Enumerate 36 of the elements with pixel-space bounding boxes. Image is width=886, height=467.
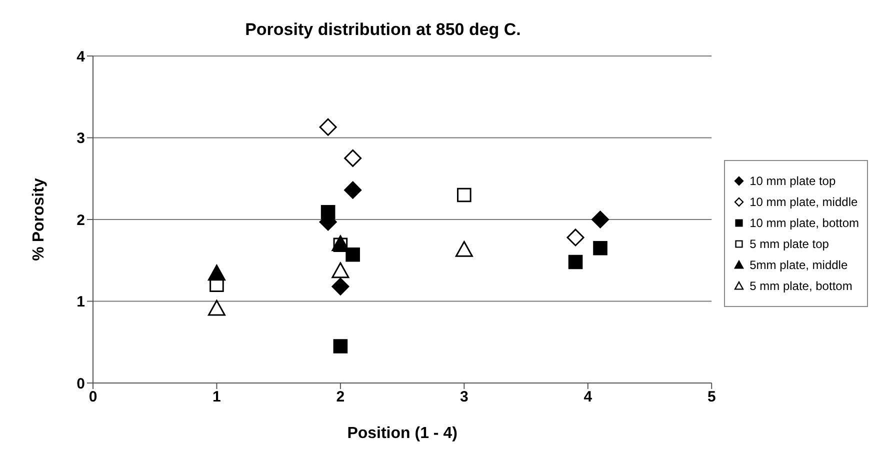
x-tick-label: 1 — [212, 388, 221, 406]
x-tick-label: 3 — [460, 388, 468, 406]
x-axis-title: Position (1 - 4) — [347, 425, 458, 442]
point — [208, 300, 226, 316]
point — [457, 188, 472, 202]
legend-label: 10 mm plate, bottom — [750, 216, 859, 230]
point — [319, 118, 337, 136]
point — [592, 210, 610, 228]
x-tick-label: 5 — [707, 388, 716, 406]
point — [333, 339, 348, 354]
y-tick-label: 0 — [76, 375, 85, 392]
point — [344, 149, 362, 167]
legend-label: 5 mm plate top — [750, 236, 829, 250]
legend-label: 5mm plate, middle — [750, 258, 848, 272]
legend-label: 5 mm plate, bottom — [750, 278, 852, 292]
point — [455, 241, 473, 257]
point — [346, 248, 360, 262]
point — [332, 262, 350, 278]
x-tick-label: 2 — [336, 388, 345, 406]
y-tick-label: 2 — [76, 212, 85, 229]
y-axis-title: % Porosity — [30, 178, 48, 261]
y-tick-label: 3 — [76, 130, 85, 148]
chart-title: Porosity distribution at 850 deg C. — [244, 20, 522, 40]
legend-label: 10 mm plate, middle — [750, 194, 858, 208]
point — [566, 228, 584, 246]
point — [208, 264, 226, 281]
y-tick-label: 1 — [76, 294, 85, 311]
legend-label: 10 mm plate top — [750, 174, 836, 188]
x-tick-label: 0 — [88, 388, 98, 406]
point — [332, 278, 350, 296]
point — [568, 254, 583, 270]
x-tick-label: 4 — [584, 388, 593, 406]
point — [344, 181, 362, 199]
point — [593, 240, 608, 256]
y-tick-label: 4 — [76, 48, 86, 66]
point — [320, 204, 336, 220]
